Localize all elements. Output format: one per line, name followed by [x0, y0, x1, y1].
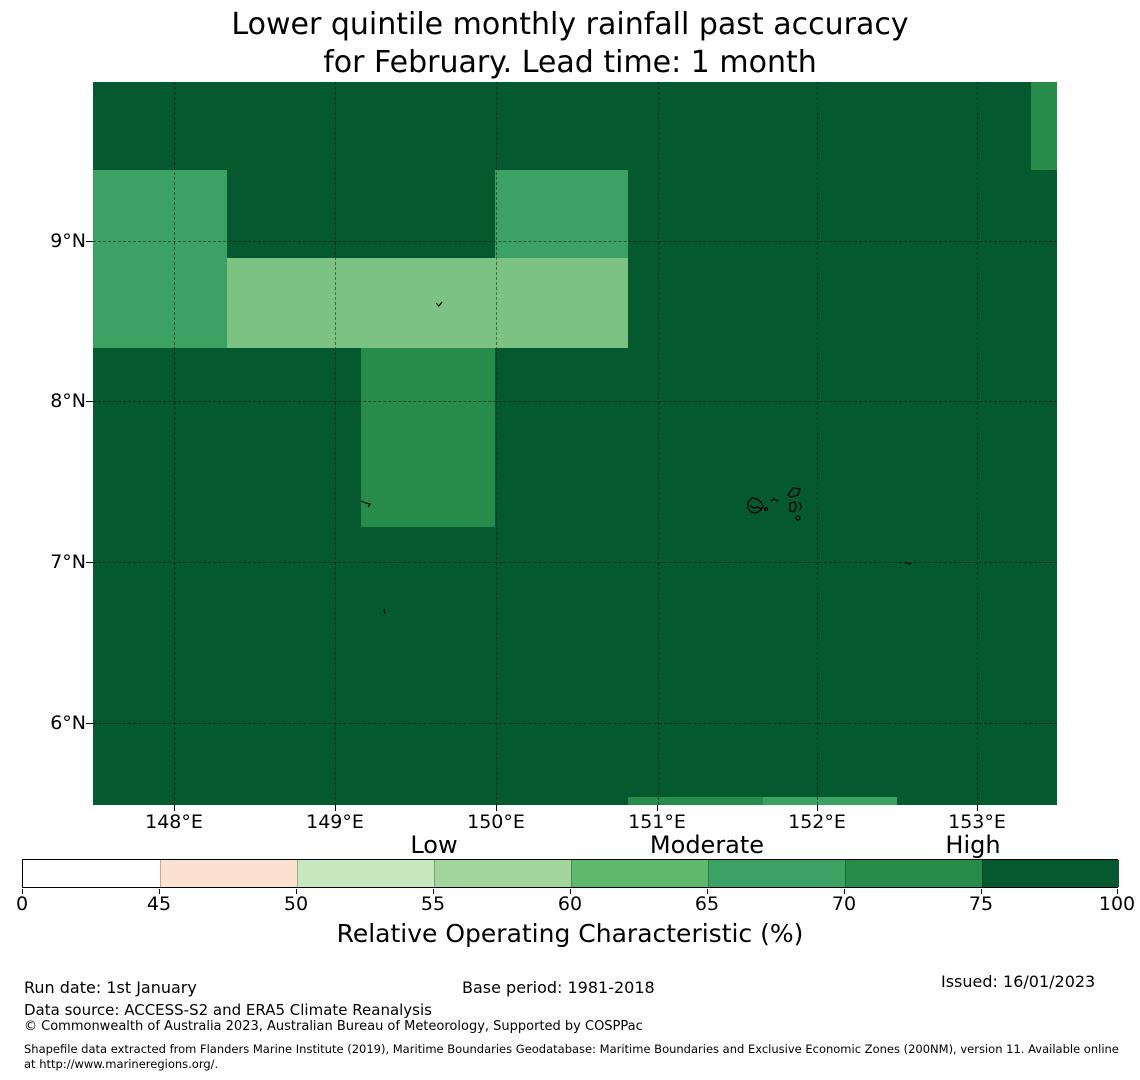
colorbar-axis-label: Relative Operating Characteristic (%) — [336, 919, 804, 948]
lon-tick — [174, 805, 175, 811]
band-label-high: High — [945, 831, 1001, 859]
gridline-150e — [496, 82, 497, 805]
lat-tick — [86, 723, 93, 724]
lon-label-153e: 153°E — [948, 811, 1006, 833]
colorbar-tick — [570, 889, 571, 894]
lon-label-152e: 152°E — [788, 811, 846, 833]
roc-cell — [93, 170, 227, 348]
lon-label-148e: 148°E — [145, 811, 203, 833]
shapefile-attribution-text: Shapefile data extracted from Flanders M… — [24, 1042, 1119, 1071]
colorbar-tick-label: 55 — [420, 893, 446, 915]
base-period-text: Base period: 1981-2018 — [462, 978, 655, 997]
colorbar-tick-label: 70 — [831, 893, 857, 915]
lat-label-9n: 9°N — [50, 230, 86, 252]
roc-cell — [227, 258, 628, 348]
colorbar-separator — [434, 860, 435, 887]
data-source-text: Data source: ACCESS-S2 and ERA5 Climate … — [24, 1001, 432, 1019]
islands-overlay — [360, 301, 912, 615]
band-label-moderate: Moderate — [649, 831, 765, 859]
colorbar-segment-45-50 — [160, 860, 297, 887]
colorbar-separator — [982, 860, 983, 887]
colorbar-tick — [1117, 889, 1118, 894]
colorbar-tick-label: 65 — [694, 893, 720, 915]
gridline-153e — [977, 82, 978, 805]
roc-cell — [763, 797, 897, 805]
colorbar-tick-label: 100 — [1098, 893, 1136, 915]
lon-label-150e: 150°E — [467, 811, 525, 833]
colorbar-segment-55-60 — [434, 860, 571, 887]
colorbar-separator — [297, 860, 298, 887]
lat-tick — [86, 401, 93, 402]
colorbar-tick — [22, 889, 23, 894]
colorbar-tick — [433, 889, 434, 894]
roc-cell — [628, 797, 763, 805]
colorbar-tick-label: 45 — [146, 893, 172, 915]
issued-text: Issued: 16/01/2023 — [941, 972, 1096, 991]
roc-cell — [495, 170, 628, 258]
colorbar-separator — [571, 860, 572, 887]
lat-label-6n: 6°N — [50, 712, 86, 734]
gridline-151e — [658, 82, 659, 805]
colorbar-segment-75-100 — [982, 860, 1119, 887]
copyright-text: © Commonwealth of Australia 2023, Austra… — [24, 1019, 643, 1034]
colorbar-segment-50-55 — [297, 860, 434, 887]
lon-label-151e: 151°E — [628, 811, 686, 833]
colorbar-tick — [159, 889, 160, 894]
colorbar-tick — [707, 889, 708, 894]
lon-label-149e: 149°E — [306, 811, 364, 833]
gridline-8n — [93, 401, 1057, 402]
roc-cell — [361, 348, 495, 527]
run-date-text: Run date: 1st January — [24, 978, 197, 997]
colorbar-separator — [160, 860, 161, 887]
gridline-152e — [817, 82, 818, 805]
colorbar-segment-60-65 — [571, 860, 708, 887]
colorbar-segment-65-70 — [708, 860, 845, 887]
colorbar-tick-label: 50 — [283, 893, 309, 915]
lon-tick — [657, 805, 658, 811]
lat-tick — [86, 241, 93, 242]
roc-cell — [1031, 82, 1057, 170]
lat-label-8n: 8°N — [50, 390, 86, 412]
colorbar-segment-0-45 — [23, 860, 160, 887]
gridline-149e — [335, 82, 336, 805]
map-panel — [93, 82, 1057, 805]
gridline-7n — [93, 562, 1057, 563]
lat-tick — [86, 562, 93, 563]
colorbar-tick-label: 0 — [15, 893, 29, 915]
gridline-6n — [93, 723, 1057, 724]
lon-tick — [977, 805, 978, 811]
chuuk-islands-icon — [747, 487, 802, 521]
chart-title-line1: Lower quintile monthly rainfall past acc… — [231, 7, 909, 42]
colorbar-separator — [845, 860, 846, 887]
colorbar-tick-label: 75 — [968, 893, 994, 915]
colorbar-tick — [981, 889, 982, 894]
gridline-9n — [93, 241, 1057, 242]
lat-label-7n: 7°N — [50, 551, 86, 573]
colorbar — [22, 859, 1119, 888]
lon-tick — [335, 805, 336, 811]
chart-title: Lower quintile monthly rainfall past acc… — [0, 6, 1140, 82]
chart-title-line2: for February. Lead time: 1 month — [323, 45, 817, 80]
colorbar-tick — [844, 889, 845, 894]
band-label-low: Low — [410, 831, 458, 859]
colorbar-segment-70-75 — [845, 860, 982, 887]
small-islands-icon — [360, 301, 912, 615]
lon-tick — [496, 805, 497, 811]
colorbar-tick-label: 60 — [557, 893, 583, 915]
colorbar-separator — [708, 860, 709, 887]
colorbar-tick — [296, 889, 297, 894]
gridline-148e — [174, 82, 175, 805]
lon-tick — [817, 805, 818, 811]
